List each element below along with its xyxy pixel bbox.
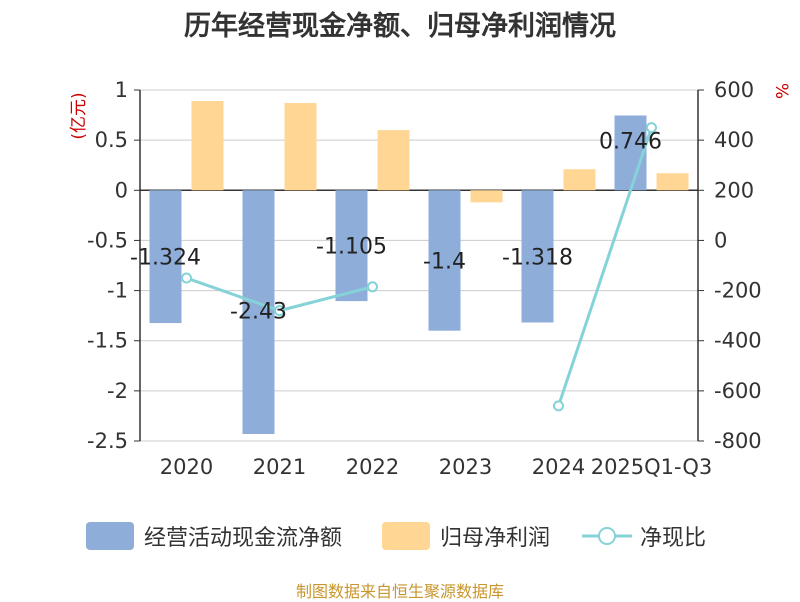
cash-flow-data-label: -1.4 (423, 249, 466, 274)
cash-ratio-line (557, 127, 653, 407)
cash-flow-data-label: -1.318 (502, 245, 573, 270)
left-axis-tick-label: -0.5 (87, 228, 128, 252)
net-profit-bar (470, 190, 503, 203)
right-axis-tick-label: -200 (714, 279, 762, 303)
x-axis-tick-label: 2025Q1-Q3 (591, 455, 713, 479)
cash-ratio-point (274, 305, 285, 317)
x-axis-tick-label: 2020 (160, 455, 213, 479)
chart-title: 历年经营现金净额、归母净利润情况 (184, 11, 616, 42)
data-source-note: 制图数据来自恒生聚源数据库 (295, 582, 504, 601)
cash-flow-bar (428, 190, 461, 331)
right-axis-tick-label: 600 (714, 78, 754, 102)
cash-ratio-point (646, 122, 657, 134)
net-profit-bar (377, 130, 410, 191)
cash-flow-bar (614, 115, 647, 191)
legend-item-cash-ratio[interactable]: 净现比 (582, 516, 706, 556)
left-axis-tick-label: 1 (115, 78, 128, 102)
right-axis-tick-label: 400 (714, 128, 754, 152)
x-axis-tick-label: 2024 (532, 455, 585, 479)
legend-swatch-cash-flow (86, 522, 134, 550)
legend-item-cash-flow[interactable]: 经营活动现金流净额 (86, 516, 342, 556)
x-axis-tick-label: 2022 (346, 455, 399, 479)
cash-flow-data-label: -2.43 (230, 300, 287, 325)
cash-ratio-point (181, 272, 192, 284)
cash-flow-bar (242, 190, 275, 434)
x-axis-tick-label: 2021 (253, 455, 306, 479)
right-axis-tick-label: 0 (714, 228, 727, 252)
x-axis-tick-label: 2023 (439, 455, 492, 479)
right-axis-unit: % (771, 83, 791, 99)
legend-label-cash-flow: 经营活动现金流净额 (144, 526, 343, 551)
right-axis-tick-label: -800 (714, 429, 762, 453)
cash-flow-bar (521, 190, 554, 323)
net-profit-bar (656, 173, 689, 191)
cash-flow-data-label: 0.746 (599, 129, 662, 154)
right-axis-tick-label: -600 (714, 379, 762, 403)
net-profit-bar (284, 103, 317, 191)
right-axis-tick-label: -400 (714, 329, 762, 353)
left-axis-unit: (亿元) (69, 92, 89, 139)
legend-label-cash-ratio: 净现比 (640, 526, 707, 551)
left-axis-tick-label: -2.5 (87, 429, 128, 453)
left-axis-tick-label: 0.5 (95, 128, 128, 152)
legend-swatch-net-profit (382, 522, 430, 550)
cash-flow-data-label: -1.105 (316, 235, 387, 260)
left-axis-tick-label: 0 (115, 178, 128, 202)
cash-ratio-point (553, 400, 564, 412)
left-axis-tick-label: -2 (107, 379, 128, 403)
legend-item-net-profit[interactable]: 归母净利润 (382, 516, 550, 556)
left-axis-tick-label: -1 (107, 279, 128, 303)
legend-label-net-profit: 归母净利润 (440, 526, 551, 551)
right-axis-tick-label: 200 (714, 178, 754, 202)
net-profit-bar (563, 169, 596, 191)
cash-ratio-point (367, 281, 378, 293)
left-axis-tick-label: -1.5 (87, 329, 128, 353)
net-profit-bar (191, 101, 224, 191)
legend-swatch-cash-ratio (582, 527, 632, 545)
cash-flow-data-label: -1.324 (130, 246, 201, 271)
cash-flow-bar (149, 190, 182, 324)
cash-flow-bar (335, 190, 368, 302)
